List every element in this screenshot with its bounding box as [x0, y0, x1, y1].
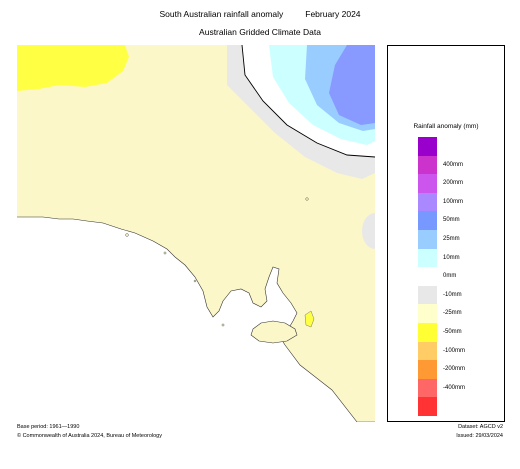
legend-swatch	[418, 174, 437, 194]
legend-swatch	[418, 397, 437, 417]
legend-swatch	[418, 155, 437, 175]
legend-label: -10mm	[443, 291, 462, 298]
legend-label: 200mm	[443, 180, 464, 187]
zero-contour	[241, 45, 376, 158]
title-text: South Australian rainfall anomaly	[159, 9, 284, 19]
legend-swatch	[418, 192, 437, 212]
legend-swatch	[418, 267, 437, 287]
legend-label: 25mm	[443, 236, 460, 242]
island	[163, 251, 167, 255]
legend-swatch	[418, 304, 437, 324]
legend-swatch	[418, 285, 437, 305]
island	[193, 279, 197, 283]
anomaly-zones	[17, 45, 375, 249]
legend-label: -50mm	[443, 329, 462, 335]
legend-label: 50mm	[443, 217, 460, 224]
dataset-label: Dataset: AGCD v2	[458, 424, 503, 430]
legend-swatch	[418, 360, 437, 380]
map-subtitle: Australian Gridded Climate Data	[199, 27, 321, 37]
copyright: © Commonwealth of Australia 2024, Bureau…	[17, 433, 162, 439]
legend-divider	[387, 45, 388, 422]
base-period: Base period: 1961—1990	[17, 424, 80, 430]
issued-date: Issued: 29/03/2024	[456, 433, 503, 439]
legend-label: 0mm	[443, 273, 457, 280]
legend-label: 10mm	[443, 254, 460, 261]
island	[125, 233, 129, 237]
legend-label: 400mm	[443, 161, 464, 168]
legend-title: Rainfall anomaly (mm)	[413, 123, 479, 130]
zone-east-grey	[362, 213, 375, 249]
legend-label: -25mm	[443, 310, 462, 317]
legend-swatch	[418, 137, 437, 156]
legend-swatch	[418, 211, 437, 231]
legend-label: -100mm	[443, 347, 466, 354]
legend-swatch	[418, 378, 437, 398]
legend-swatch	[418, 248, 437, 268]
title-period: February 2024	[305, 9, 361, 19]
legend-swatch	[418, 341, 437, 361]
yorke-yellow-patch	[304, 310, 315, 328]
legend-label: -400mm	[443, 384, 466, 391]
legend-label: 100mm	[443, 198, 464, 205]
zone-west-yellow	[17, 45, 129, 91]
legend-swatch	[418, 230, 437, 249]
island	[305, 197, 309, 201]
zone-50mm	[329, 45, 375, 125]
map-title: South Australian rainfall anomaly Februar…	[0, 9, 520, 19]
legend-swatch	[418, 323, 437, 342]
legend-label: -200mm	[443, 366, 466, 373]
coastline	[17, 216, 375, 422]
kangaroo-island	[250, 320, 298, 344]
rainfall-map	[17, 45, 387, 422]
island	[221, 323, 225, 327]
